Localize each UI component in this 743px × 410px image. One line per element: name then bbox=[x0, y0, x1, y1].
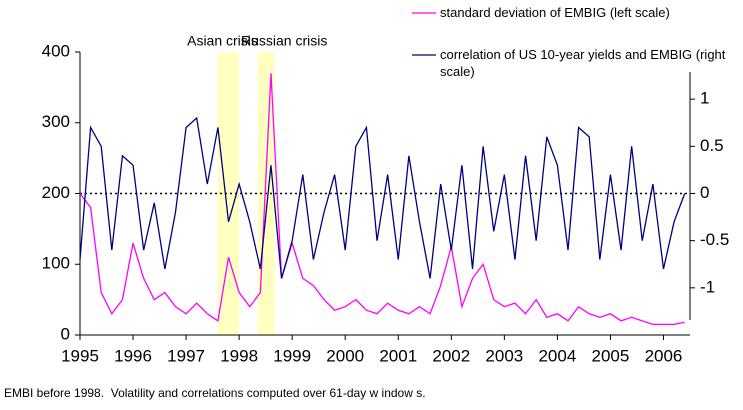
x-tick-label: 2003 bbox=[485, 346, 523, 365]
region-label: Russian crisis bbox=[241, 33, 327, 49]
x-tick-label: 1997 bbox=[167, 346, 205, 365]
x-tick-label: 1999 bbox=[273, 346, 311, 365]
x-tick-label: 1996 bbox=[114, 346, 152, 365]
x-tick-label: 1995 bbox=[61, 346, 99, 365]
region-label: Asian crisis bbox=[187, 33, 258, 49]
x-tick-label: 2004 bbox=[538, 346, 576, 365]
legend-label: standard deviation of EMBIG (left scale) bbox=[440, 5, 670, 20]
x-tick-label: 2002 bbox=[432, 346, 470, 365]
y-tick-label: 200 bbox=[42, 183, 70, 202]
y2-tick-label: 0 bbox=[700, 183, 709, 202]
y-tick-label: 300 bbox=[42, 112, 70, 131]
x-tick-label: 2006 bbox=[645, 346, 683, 365]
series-line bbox=[79, 116, 686, 279]
y2-tick-label: 1 bbox=[700, 89, 709, 108]
series-line bbox=[79, 73, 685, 326]
x-tick-label: 2001 bbox=[379, 346, 417, 365]
y-tick-label: 100 bbox=[42, 254, 70, 273]
legend-label: correlation of US 10-year yields and EMB… bbox=[440, 47, 726, 79]
x-tick-label: 2000 bbox=[326, 346, 364, 365]
y2-tick-label: 0.5 bbox=[700, 136, 724, 155]
x-tick-label: 2005 bbox=[592, 346, 630, 365]
y-tick-label: 0 bbox=[61, 324, 70, 343]
shaded-region bbox=[217, 52, 240, 335]
y-tick-label: 400 bbox=[42, 41, 70, 60]
x-tick-label: 1998 bbox=[220, 346, 258, 365]
footnote: EMBI before 1998. Volatility and correla… bbox=[4, 386, 426, 400]
y2-tick-label: -0.5 bbox=[700, 230, 729, 249]
y2-tick-label: -1 bbox=[700, 277, 715, 296]
